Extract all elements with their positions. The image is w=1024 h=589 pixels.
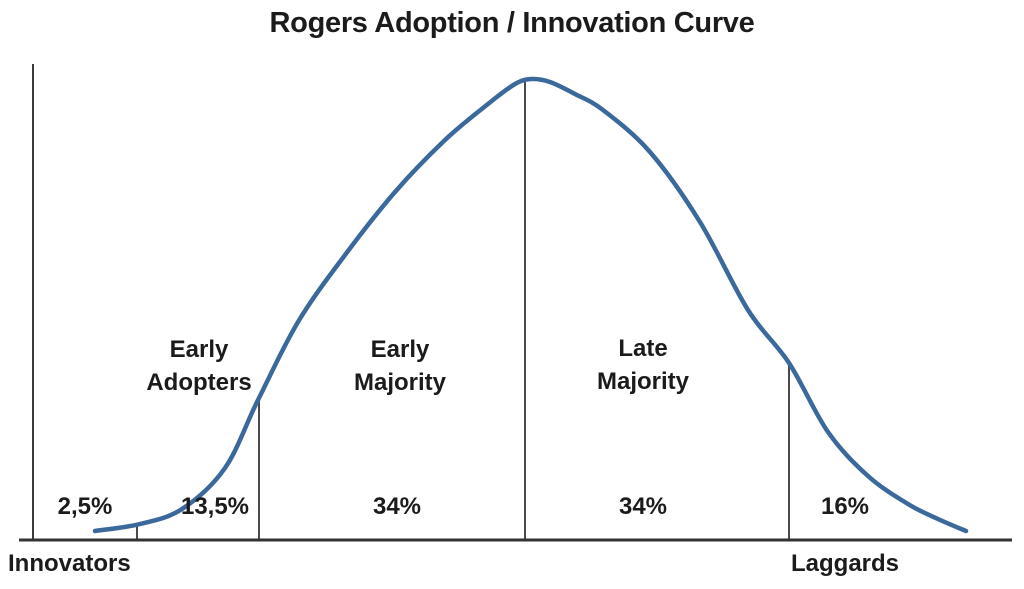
percent-label-innovators: 2,5% [57, 493, 113, 520]
percent-label-early-adopters: 13,5% [180, 493, 250, 520]
segment-label-early-majority: Early Majority [354, 333, 446, 399]
percent-label-early-majority: 34% [372, 493, 422, 520]
axis-label-laggards: Laggards [790, 550, 900, 577]
chart-title: Rogers Adoption / Innovation Curve [269, 7, 755, 39]
segment-label-line: Early [169, 336, 229, 363]
axis-label-innovators: Innovators [8, 550, 131, 577]
segment-label-line: Majority [353, 369, 447, 396]
segment-label-line: Adopters [146, 369, 252, 396]
percent-label-late-majority: 34% [618, 493, 668, 520]
segment-label-early-adopters: Early Adopters [146, 333, 251, 399]
segment-label-line: Early [370, 336, 430, 363]
adoption-bell-curve [92, 76, 969, 534]
percent-label-laggards: 16% [820, 493, 870, 520]
segment-label-late-majority: Late Majority [597, 332, 689, 398]
segment-label-line: Late [618, 335, 668, 362]
segment-label-line: Majority [596, 368, 690, 395]
